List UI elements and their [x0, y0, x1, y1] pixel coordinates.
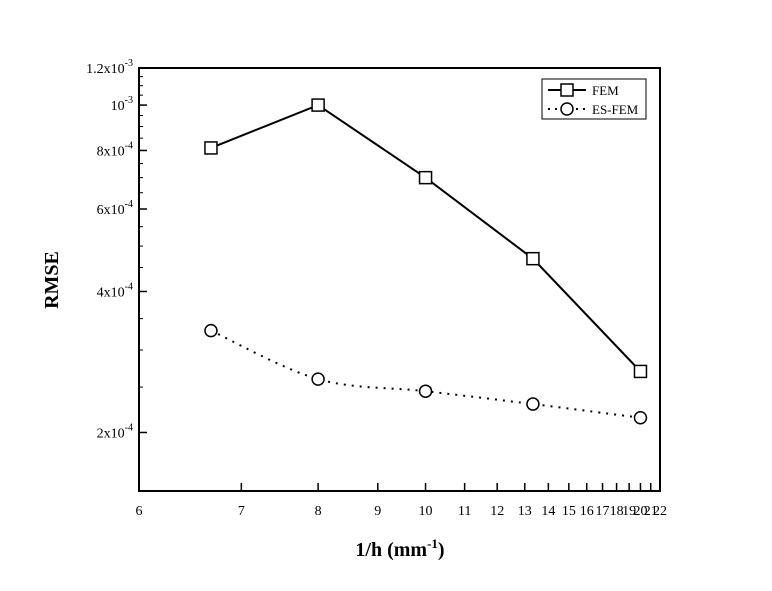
x-tick-label: 18	[610, 504, 624, 519]
series-line-fem	[210, 103, 642, 373]
x-tick-label: 7	[238, 504, 245, 519]
x-tick-label: 22	[653, 504, 667, 519]
data-point-fem	[204, 141, 218, 155]
x-tick-label: 15	[562, 504, 576, 519]
x-tick-label: 11	[458, 504, 471, 519]
x-tick-label: 9	[374, 504, 381, 519]
legend-marker-esfem	[560, 102, 574, 116]
plot-frame	[138, 67, 661, 492]
y-axis: 2x10-4 4x10-4 6x10-4 8x10-4 10-3 1.2x10-3	[86, 58, 147, 492]
y-tick-label: 6x10-4	[97, 199, 133, 218]
y-axis-title: RMSE	[41, 251, 63, 309]
y-tick-label: 4x10-4	[97, 281, 133, 300]
legend-box	[541, 78, 647, 120]
y-tick-label: 10-3	[111, 95, 133, 114]
y-tick-label: 1.2x10-3	[86, 58, 133, 77]
series-layer	[204, 98, 648, 425]
x-tick-label: 19	[622, 504, 636, 519]
data-point-fem	[418, 170, 433, 185]
x-tick-label: 10	[419, 504, 433, 519]
x-tick-label: 16	[580, 504, 594, 519]
x-tick-label: 13	[518, 504, 532, 519]
legend-label-fem: FEM	[592, 83, 619, 98]
x-tick-label: 8	[315, 504, 322, 519]
data-point-es-fem	[311, 372, 325, 386]
data-point-fem	[633, 364, 648, 379]
y-tick-label: 2x10-4	[97, 422, 133, 441]
data-point-fem	[526, 251, 540, 266]
x-axis-title: 1/h (mm-1)	[355, 536, 444, 561]
legend-marker-fem	[560, 83, 574, 97]
data-point-es-fem	[633, 411, 648, 425]
x-tick-label: 6	[136, 504, 143, 519]
x-tick-label: 21	[644, 504, 658, 519]
data-point-es-fem	[418, 384, 433, 398]
x-tick-label: 12	[490, 504, 504, 519]
x-tick-label: 17	[596, 504, 610, 519]
data-point-es-fem	[204, 323, 218, 338]
x-tick-label: 14	[541, 504, 555, 519]
series-line-es-fem	[210, 329, 641, 419]
data-point-es-fem	[526, 397, 540, 411]
x-tick-label: 20	[633, 504, 647, 519]
legend: FEM ES-FEM	[541, 78, 647, 120]
data-point-fem	[311, 98, 325, 112]
y-tick-label: 8x10-4	[97, 140, 133, 159]
legend-label-esfem: ES-FEM	[592, 102, 639, 117]
